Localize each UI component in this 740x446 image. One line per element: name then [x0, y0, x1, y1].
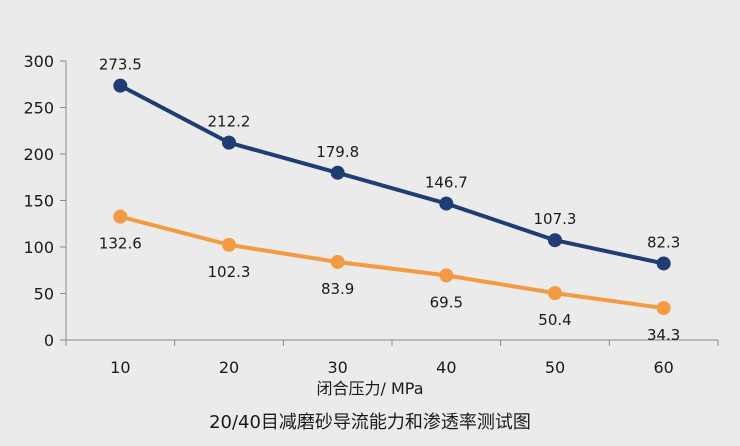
series-1-point — [439, 196, 454, 211]
series-1-point — [656, 256, 671, 271]
series-1-point — [330, 165, 345, 180]
x-tick-label: 60 — [653, 358, 673, 377]
series-2-point — [656, 301, 671, 316]
series-1-point — [548, 233, 562, 248]
series-2-point — [439, 268, 454, 283]
x-axis-title: 闭合压力/ MPa — [316, 379, 423, 398]
series-1-point — [222, 135, 236, 150]
x-tick-label: 30 — [327, 358, 347, 377]
x-tick-label: 40 — [436, 358, 456, 377]
series-2-point — [330, 254, 345, 269]
series-1-data-label: 212.2 — [208, 113, 251, 131]
y-tick-label: 50 — [34, 285, 54, 304]
series-line-2 — [118, 214, 666, 311]
series-1-point — [113, 78, 128, 93]
series-2-data-label: 69.5 — [430, 293, 463, 311]
y-tick-label: 200 — [23, 145, 54, 164]
series-1-data-label: 82.3 — [647, 233, 680, 251]
series-2-point — [113, 209, 128, 224]
series-1-data-label: 146.7 — [425, 174, 468, 192]
series-2-data-label: 34.3 — [647, 326, 680, 344]
x-tick-label: 10 — [110, 358, 130, 377]
series-2-point — [222, 237, 236, 252]
data-labels-layer: 273.5 212.2 179.8 146.7 107.3 82.3 132.6 102.3 8… — [99, 56, 681, 344]
series-1-data-label: 179.8 — [316, 143, 359, 161]
series-layer — [113, 78, 671, 316]
series-1-data-label: 273.5 — [99, 56, 142, 74]
x-tick-label: 50 — [545, 358, 565, 377]
series-2-data-label: 132.6 — [99, 235, 142, 253]
series-2-data-label: 50.4 — [538, 311, 571, 329]
series-2-data-label: 102.3 — [208, 263, 251, 281]
axes-layer: 0 50 100 150 200 250 300 10 20 30 40 50 60 — [23, 52, 719, 377]
series-line-1 — [118, 83, 666, 266]
y-tick-label: 100 — [23, 238, 54, 257]
y-tick-label: 300 — [23, 52, 54, 71]
chart-title: 20/40目减磨砂导流能力和渗透率测试图 — [209, 412, 531, 433]
y-tick-label: 150 — [23, 192, 54, 211]
y-tick-label: 250 — [23, 99, 54, 118]
x-tick-label: 20 — [219, 358, 239, 377]
series-1-data-label: 107.3 — [534, 210, 577, 228]
series-2-data-label: 83.9 — [321, 280, 354, 298]
series-2-point — [548, 286, 562, 301]
y-tick-label: 0 — [44, 331, 54, 350]
